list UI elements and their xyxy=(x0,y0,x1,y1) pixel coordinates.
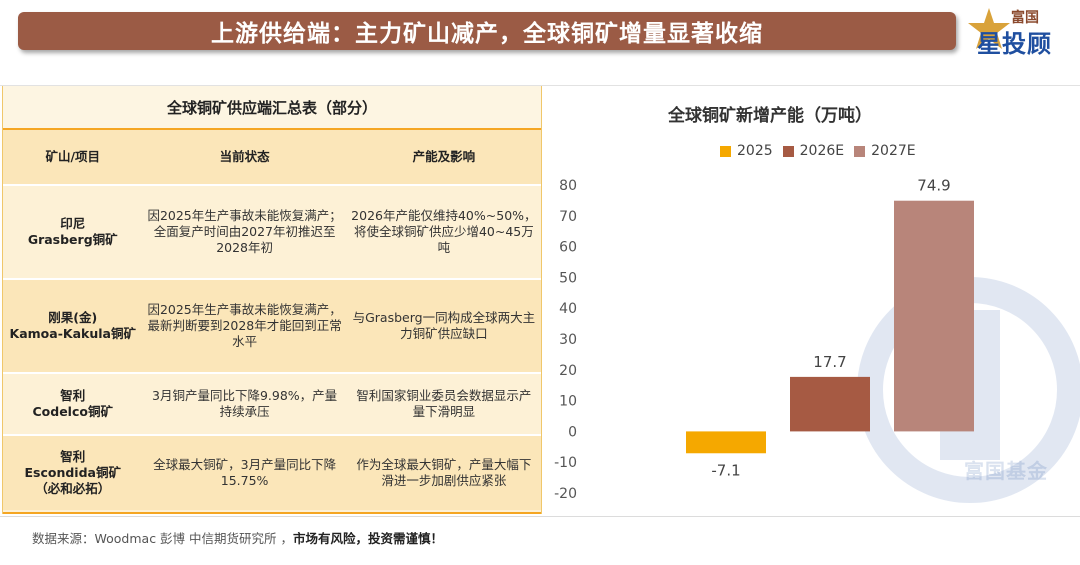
y-tick-label: 0 xyxy=(568,424,577,440)
legend-item: 2027E xyxy=(854,143,916,159)
watermark-text: 富国基金 xyxy=(964,459,1048,483)
table-row: 智利 Escondida铜矿 （必和必拓） 全球最大铜矿，3月产量同比下降15.… xyxy=(3,436,541,510)
legend-label: 2026E xyxy=(799,143,845,159)
status-cell: 3月铜产量同比下降9.98%，产量持续承压 xyxy=(152,388,338,419)
mine-cell: 刚果(金) Kamoa-Kakula铜矿 xyxy=(9,310,136,341)
logo-text-main: 星投顾 xyxy=(977,30,1052,58)
mine-cell: 智利 Escondida铜矿 （必和必拓） xyxy=(24,449,121,496)
legend-item: 2026E xyxy=(782,143,845,159)
legend-swatch xyxy=(720,145,731,157)
y-tick-label: 40 xyxy=(559,301,577,317)
table-row: 智利 Codelco铜矿 3月铜产量同比下降9.98%，产量持续承压 智利国家铜… xyxy=(3,374,541,436)
data-label: 74.9 xyxy=(917,177,950,195)
table-title: 全球铜矿供应端汇总表（部分） xyxy=(3,86,541,130)
star-icon xyxy=(968,8,1010,49)
impact-cell: 2026年产能仅维持40%~50%，将使全球铜矿供应少增40~45万吨 xyxy=(351,208,537,255)
table-header-row: 矿山/项目 当前状态 产能及影响 xyxy=(3,130,541,186)
legend-label: 2025 xyxy=(737,143,773,159)
supply-table: 全球铜矿供应端汇总表（部分） 矿山/项目 当前状态 产能及影响 印尼 Grasb… xyxy=(2,86,542,514)
chart-title: 全球铜矿新增产能（万吨） xyxy=(668,106,872,126)
status-cell: 因2025年生产事故未能恢复满产，最新判断要到2028年才能回到正常水平 xyxy=(147,302,342,349)
logo-text-top: 富国 xyxy=(1011,10,1039,26)
header-banner: 上游供给端：主力矿山减产，全球铜矿增量显著收缩 xyxy=(18,12,956,50)
y-tick-label: -20 xyxy=(554,486,577,502)
mine-cell: 印尼 Grasberg铜矿 xyxy=(27,216,118,247)
status-cell: 全球最大铜矿，3月产量同比下降15.75% xyxy=(153,457,337,488)
table-row: 刚果(金) Kamoa-Kakula铜矿 因2025年生产事故未能恢复满产，最新… xyxy=(3,280,541,374)
data-label: 17.7 xyxy=(813,353,846,371)
y-tick-label: 30 xyxy=(559,332,577,348)
legend-label: 2027E xyxy=(871,143,916,159)
y-tick-label: 80 xyxy=(559,178,577,194)
column-header: 产能及影响 xyxy=(412,149,476,164)
y-tick-label: 10 xyxy=(559,394,577,410)
table-bottom-border xyxy=(3,512,541,514)
y-tick-label: 20 xyxy=(559,363,577,379)
y-tick-label: 70 xyxy=(559,209,577,225)
bar-chart: 80 70 60 50 40 30 20 10 0 -10 -20 -7.1 17.7 74.9 xyxy=(554,177,974,502)
column-header: 矿山/项目 xyxy=(45,149,101,164)
chart-legend: 2025 2026E 2027E xyxy=(720,143,916,159)
y-tick-label: 60 xyxy=(559,240,577,256)
divider xyxy=(0,516,1080,517)
y-tick-label: 50 xyxy=(559,270,577,286)
impact-cell: 作为全球最大铜矿，产量大幅下滑进一步加剧供应紧张 xyxy=(356,457,532,488)
table-row: 印尼 Grasberg铜矿 因2025年生产事故未能恢复满产；全面复产时间由20… xyxy=(3,186,541,280)
data-label: -7.1 xyxy=(711,461,740,479)
mine-cell: 智利 Codelco铜矿 xyxy=(32,388,113,419)
page-title: 上游供给端：主力矿山减产，全球铜矿增量显著收缩 xyxy=(211,21,763,47)
risk-warning: 市场有风险，投资需谨慎！ xyxy=(293,531,444,546)
data-source: 数据来源：Woodmac 彭博 中信期货研究所 ， xyxy=(32,531,293,546)
y-tick-label: -10 xyxy=(554,455,577,471)
bar-2026E xyxy=(790,376,870,432)
footer: 数据来源：Woodmac 彭博 中信期货研究所 ，市场有风险，投资需谨慎！ xyxy=(32,528,443,547)
bar-2025 xyxy=(686,431,766,454)
impact-cell: 与Grasberg一同构成全球两大主力铜矿供应缺口 xyxy=(352,310,536,341)
column-header: 当前状态 xyxy=(219,149,270,164)
legend-item: 2025 xyxy=(720,143,773,159)
divider xyxy=(0,85,1080,86)
status-cell: 因2025年生产事故未能恢复满产；全面复产时间由2027年初推迟至2028年初 xyxy=(147,208,342,255)
impact-cell: 智利国家铜业委员会数据显示产量下滑明显 xyxy=(356,388,532,419)
brand-logo: 富国 星投顾 xyxy=(965,4,1075,58)
bar-2027E xyxy=(894,200,974,432)
legend-swatch xyxy=(854,145,866,157)
legend-swatch xyxy=(782,145,794,157)
